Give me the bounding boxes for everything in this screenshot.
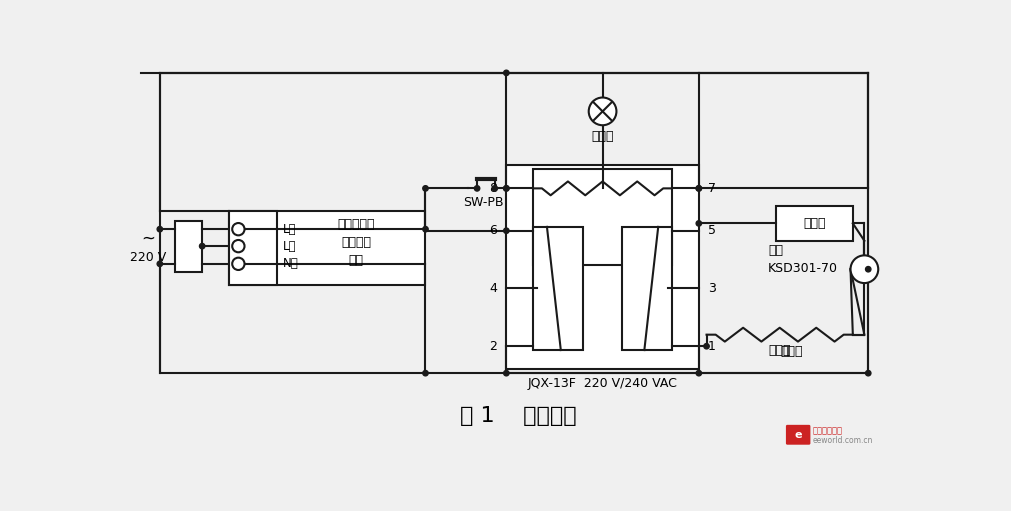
Circle shape [503, 185, 509, 191]
Circle shape [849, 256, 878, 283]
Circle shape [503, 185, 509, 191]
Circle shape [232, 258, 245, 270]
Text: SW-PB: SW-PB [462, 196, 503, 208]
Text: L进: L进 [283, 240, 296, 252]
Circle shape [232, 223, 245, 236]
Text: 3: 3 [708, 282, 715, 295]
Circle shape [199, 243, 204, 249]
Circle shape [696, 185, 701, 191]
Bar [533, 227, 582, 350]
Circle shape [503, 70, 509, 76]
Text: 6: 6 [488, 224, 496, 237]
Bar [228, 212, 277, 285]
Bar [533, 169, 671, 265]
Circle shape [588, 98, 616, 125]
Circle shape [696, 370, 701, 376]
Text: eeworld.com.cn: eeworld.com.cn [812, 436, 872, 446]
Bar [621, 227, 671, 350]
Text: 2: 2 [488, 340, 496, 353]
Circle shape [491, 185, 497, 191]
Text: 指示灯: 指示灯 [590, 129, 614, 143]
Text: 4: 4 [488, 282, 496, 295]
Circle shape [423, 370, 428, 376]
Text: 电热丝: 电热丝 [767, 343, 791, 357]
Bar [775, 206, 852, 241]
Text: 5: 5 [708, 224, 716, 237]
Circle shape [157, 226, 163, 232]
Bar [175, 221, 202, 271]
Circle shape [157, 261, 163, 267]
Circle shape [503, 370, 509, 376]
Circle shape [703, 343, 709, 349]
Text: 8: 8 [488, 182, 496, 195]
Circle shape [423, 226, 428, 232]
Text: 电热丝: 电热丝 [779, 345, 802, 358]
Circle shape [474, 185, 479, 191]
Text: 1: 1 [708, 340, 715, 353]
FancyBboxPatch shape [786, 426, 809, 444]
Text: L出: L出 [283, 223, 296, 236]
Text: 电子工程世界: 电子工程世界 [812, 426, 842, 435]
Bar [228, 212, 425, 285]
Text: e: e [794, 430, 801, 440]
Bar [506, 165, 699, 369]
Text: 热释电红外
控制电路
总成: 热释电红外 控制电路 总成 [337, 218, 374, 267]
Circle shape [696, 221, 701, 226]
Circle shape [232, 240, 245, 252]
Text: 220 V: 220 V [130, 251, 166, 264]
Text: 图 1    总体电路: 图 1 总体电路 [460, 406, 576, 426]
Text: 调温器: 调温器 [803, 217, 825, 230]
Text: JQX-13F  220 V/240 VAC: JQX-13F 220 V/240 VAC [527, 377, 676, 390]
Circle shape [696, 185, 701, 191]
Bar [160, 73, 867, 373]
Text: 7: 7 [708, 182, 716, 195]
Circle shape [864, 267, 870, 272]
Circle shape [503, 228, 509, 234]
Text: N进: N进 [283, 258, 298, 270]
Circle shape [423, 185, 428, 191]
Text: ~: ~ [142, 229, 155, 247]
Circle shape [864, 370, 870, 376]
Text: 温控
KSD301-70: 温控 KSD301-70 [767, 244, 837, 275]
